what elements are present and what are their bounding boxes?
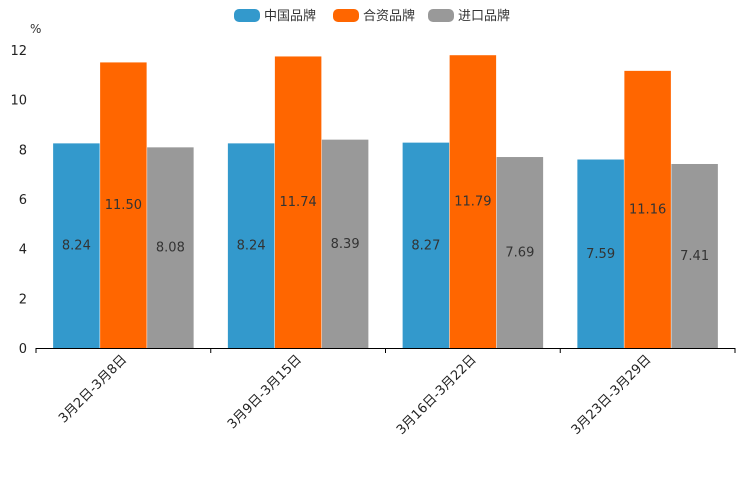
legend-label-2[interactable]: 合资品牌 [363,8,415,24]
data-label-2-2: 11.74 [280,195,317,210]
legend: 中国品牌 合资品牌 进口品牌 [234,8,510,24]
x-tick-label-2: 3月9日-3月15日 [225,352,305,432]
legend-label-3[interactable]: 进口品牌 [458,8,510,24]
bar-1-2[interactable] [227,143,275,348]
y-tick-label-6: 6 [19,193,27,208]
legend-swatch-1[interactable] [234,9,260,22]
y-tick-label-4: 4 [19,243,27,258]
data-label-3-3: 7.69 [505,246,534,261]
bar-2-3[interactable] [449,55,497,349]
legend-label-1[interactable]: 中国品牌 [264,8,316,24]
data-label-2-1: 11.50 [105,198,142,213]
bar-2-2[interactable] [274,56,322,348]
data-label-3-2: 8.39 [331,237,360,252]
y-axis-unit-label: % [30,22,41,36]
x-axis: 3月2日-3月8日 3月9日-3月15日 3月16日-3月22日 3月23日-3月29… [35,348,736,438]
data-label-1-2: 8.24 [237,239,266,254]
x-tick-label-4: 3月23日-3月29日 [569,352,655,438]
bar-1-1[interactable] [53,143,100,348]
y-tick-label-10: 10 [10,94,27,109]
bar-3-4[interactable] [671,163,718,348]
y-tick-label-0: 0 [19,342,27,357]
bar-2-4[interactable] [624,70,671,349]
data-label-3-4: 7.41 [680,249,709,264]
x-tick-label-3: 3月16日-3月22日 [394,352,480,438]
data-label-1-4: 7.59 [586,247,615,262]
bars: 8.24 11.50 8.08 8.24 11.74 8.39 8.27 11.79 7.69 7… [53,55,718,349]
x-tick-label-1: 3月2日-3月8日 [56,352,130,426]
bar-3-2[interactable] [321,139,369,348]
legend-swatch-3[interactable] [428,9,454,22]
y-tick-label-2: 2 [19,292,27,307]
legend-swatch-2[interactable] [333,9,359,22]
bar-3-1[interactable] [147,147,194,348]
bar-1-3[interactable] [402,142,450,348]
y-tick-label-8: 8 [19,143,27,158]
bar-3-3[interactable] [496,157,544,348]
data-label-3-1: 8.08 [156,241,185,256]
y-tick-label-12: 12 [10,44,27,59]
bar-1-4[interactable] [577,159,624,348]
data-label-2-4: 11.16 [629,202,666,217]
data-label-1-3: 8.27 [411,238,440,253]
data-label-2-3: 11.79 [454,195,491,210]
y-axis: 0 2 4 6 8 10 12 [10,44,27,357]
data-label-1-1: 8.24 [62,239,91,254]
bar-2-1[interactable] [100,62,147,349]
